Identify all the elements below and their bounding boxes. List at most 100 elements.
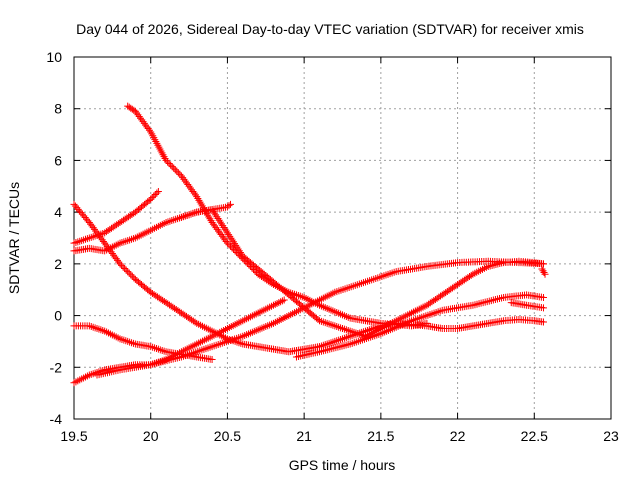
y-axis-label: SDTVAR / TECUs xyxy=(6,182,22,294)
data-point xyxy=(121,265,129,273)
data-point xyxy=(154,187,162,195)
plot-frame xyxy=(73,56,612,420)
data-point xyxy=(223,229,231,237)
data-point xyxy=(208,356,216,364)
data-point xyxy=(225,202,233,210)
data-point xyxy=(221,225,229,233)
data-point xyxy=(225,241,233,249)
y-tick-label: -2 xyxy=(50,359,63,375)
data-point xyxy=(173,167,181,175)
x-tick-label: 21.5 xyxy=(367,428,394,444)
data-point xyxy=(225,231,233,239)
data-point xyxy=(168,163,176,171)
y-tick-label: 10 xyxy=(46,49,62,65)
data-point xyxy=(216,218,224,226)
x-tick-label: 22 xyxy=(450,428,466,444)
data-point xyxy=(539,304,547,312)
y-tick-label: 8 xyxy=(54,101,62,117)
ticks: 19.5 20 20.5 21 21.5 22 22.5 23 -4 -2 0 2 4 6 8 10 xyxy=(46,49,619,444)
data-point xyxy=(215,216,223,224)
series-track-11 xyxy=(538,265,549,278)
data-point xyxy=(235,247,243,255)
series-track-7 xyxy=(70,296,288,387)
data-point xyxy=(232,241,240,249)
data-point xyxy=(128,272,136,280)
data-point xyxy=(273,300,281,308)
data-point xyxy=(116,260,124,268)
x-axis-label: GPS time / hours xyxy=(289,457,396,473)
data-point xyxy=(148,194,156,202)
x-tick-label: 20.5 xyxy=(214,428,241,444)
data-point xyxy=(223,239,231,247)
x-tick-label: 19.5 xyxy=(60,428,87,444)
data-points xyxy=(70,102,549,387)
data-point xyxy=(213,213,221,221)
series-track-2 xyxy=(70,200,547,356)
series-track-8 xyxy=(93,257,547,379)
series-track-10 xyxy=(507,299,547,312)
data-point xyxy=(212,211,220,219)
data-point xyxy=(467,271,475,279)
data-point xyxy=(236,249,244,257)
series-track-4 xyxy=(70,187,162,247)
data-point xyxy=(278,297,286,305)
data-point xyxy=(153,189,161,197)
chart-title: Day 044 of 2026, Sidereal Day-to-day VTE… xyxy=(76,21,584,37)
data-point xyxy=(280,296,288,304)
data-point xyxy=(119,263,127,271)
x-tick-label: 21 xyxy=(296,428,312,444)
data-point xyxy=(275,299,283,307)
data-point xyxy=(233,243,241,251)
x-tick-label: 20 xyxy=(143,428,159,444)
data-point xyxy=(167,161,175,169)
data-point xyxy=(124,268,132,276)
y-tick-label: 6 xyxy=(54,152,62,168)
data-point xyxy=(165,160,173,168)
data-point xyxy=(147,195,155,203)
y-tick-label: 4 xyxy=(54,204,62,220)
series-track-9 xyxy=(292,291,547,361)
x-tick-label: 22.5 xyxy=(521,428,548,444)
data-point xyxy=(228,236,236,244)
data-point xyxy=(125,269,133,277)
data-point xyxy=(219,222,227,230)
data-point xyxy=(174,169,182,177)
x-tick-label: 23 xyxy=(603,428,619,444)
data-point xyxy=(227,234,235,242)
data-point xyxy=(228,244,236,252)
data-point xyxy=(269,301,277,309)
data-point xyxy=(231,240,239,248)
data-point xyxy=(539,318,547,326)
data-point xyxy=(145,197,153,205)
data-point xyxy=(162,156,170,164)
data-point xyxy=(226,242,234,250)
data-point xyxy=(191,191,199,199)
data-point xyxy=(226,200,234,208)
data-point xyxy=(229,238,237,246)
data-point xyxy=(220,223,228,231)
y-tick-label: 2 xyxy=(54,256,62,272)
data-point xyxy=(145,126,153,134)
data-point xyxy=(277,298,285,306)
data-point xyxy=(191,318,199,326)
data-point xyxy=(234,245,242,253)
data-point xyxy=(118,261,126,269)
data-point xyxy=(164,158,172,166)
data-point xyxy=(127,271,135,279)
data-point xyxy=(271,300,279,308)
data-point xyxy=(541,270,549,278)
data-point xyxy=(539,293,547,301)
data-point xyxy=(226,232,234,240)
data-point xyxy=(539,260,547,268)
data-point xyxy=(151,191,159,199)
data-point xyxy=(218,220,226,228)
data-point xyxy=(150,192,158,200)
y-tick-label: 0 xyxy=(54,308,62,324)
data-point xyxy=(130,274,138,282)
series-track-5 xyxy=(177,200,234,221)
y-tick-label: -4 xyxy=(50,411,63,427)
data-point xyxy=(540,268,548,276)
data-point xyxy=(170,164,178,172)
